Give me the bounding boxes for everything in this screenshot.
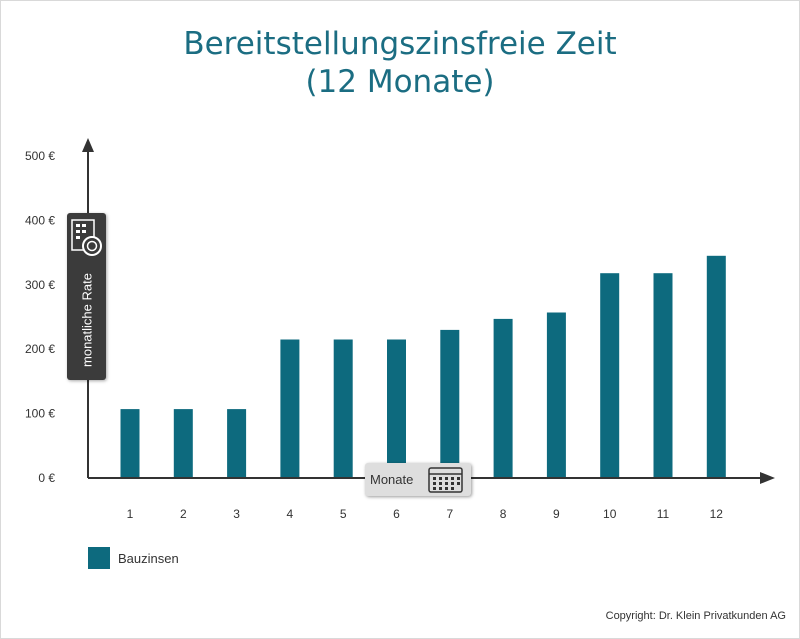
y-tick-label: 100 € bbox=[25, 407, 55, 421]
bar-month-11 bbox=[653, 273, 673, 478]
y-axis-label: monatliche Rate bbox=[79, 273, 94, 367]
calendar-icon bbox=[428, 467, 463, 493]
x-tick-label: 7 bbox=[446, 507, 453, 521]
y-tick-label: 0 € bbox=[38, 471, 55, 485]
y-tick-label: 300 € bbox=[25, 278, 55, 292]
legend-swatch-bauzinsen bbox=[88, 547, 110, 569]
bar-month-5 bbox=[333, 339, 353, 478]
chart-subtitle: (12 Monate) bbox=[305, 64, 495, 100]
chart-title: Bereitstellungszinsfreie Zeit bbox=[183, 26, 617, 62]
x-tick-label: 4 bbox=[287, 507, 294, 521]
x-tick-label: 10 bbox=[603, 507, 617, 521]
bar-month-4 bbox=[280, 339, 300, 478]
x-axis-arrow bbox=[760, 472, 775, 484]
x-tick-label: 3 bbox=[233, 507, 240, 521]
bar-month-12 bbox=[706, 255, 726, 478]
x-tick-label: 1 bbox=[127, 507, 134, 521]
bar-month-2 bbox=[173, 409, 193, 478]
x-tick-label: 9 bbox=[553, 507, 560, 521]
x-tick-label: 12 bbox=[710, 507, 724, 521]
x-tick-label: 5 bbox=[340, 507, 347, 521]
y-axis-arrow bbox=[82, 138, 94, 152]
x-tick-label: 6 bbox=[393, 507, 400, 521]
building-coin-icon bbox=[71, 219, 102, 256]
bar-month-9 bbox=[546, 312, 566, 478]
copyright-note: Copyright: Dr. Klein Privatkunden AG bbox=[605, 610, 786, 622]
bar-month-3 bbox=[227, 409, 247, 478]
x-tick-label: 11 bbox=[657, 507, 670, 521]
bar-month-7 bbox=[440, 329, 460, 478]
bar-month-8 bbox=[493, 318, 513, 478]
x-tick-label: 8 bbox=[500, 507, 507, 521]
y-tick-label: 200 € bbox=[25, 342, 55, 356]
bar-month-6 bbox=[387, 339, 406, 478]
y-tick-label: 500 € bbox=[25, 149, 55, 163]
bar-month-10 bbox=[600, 273, 620, 478]
bar-month-1 bbox=[120, 409, 140, 478]
legend-label-bauzinsen: Bauzinsen bbox=[118, 551, 179, 566]
y-tick-label: 400 € bbox=[25, 213, 55, 227]
x-axis-label: Monate bbox=[370, 472, 414, 487]
x-tick-label: 2 bbox=[180, 507, 187, 521]
